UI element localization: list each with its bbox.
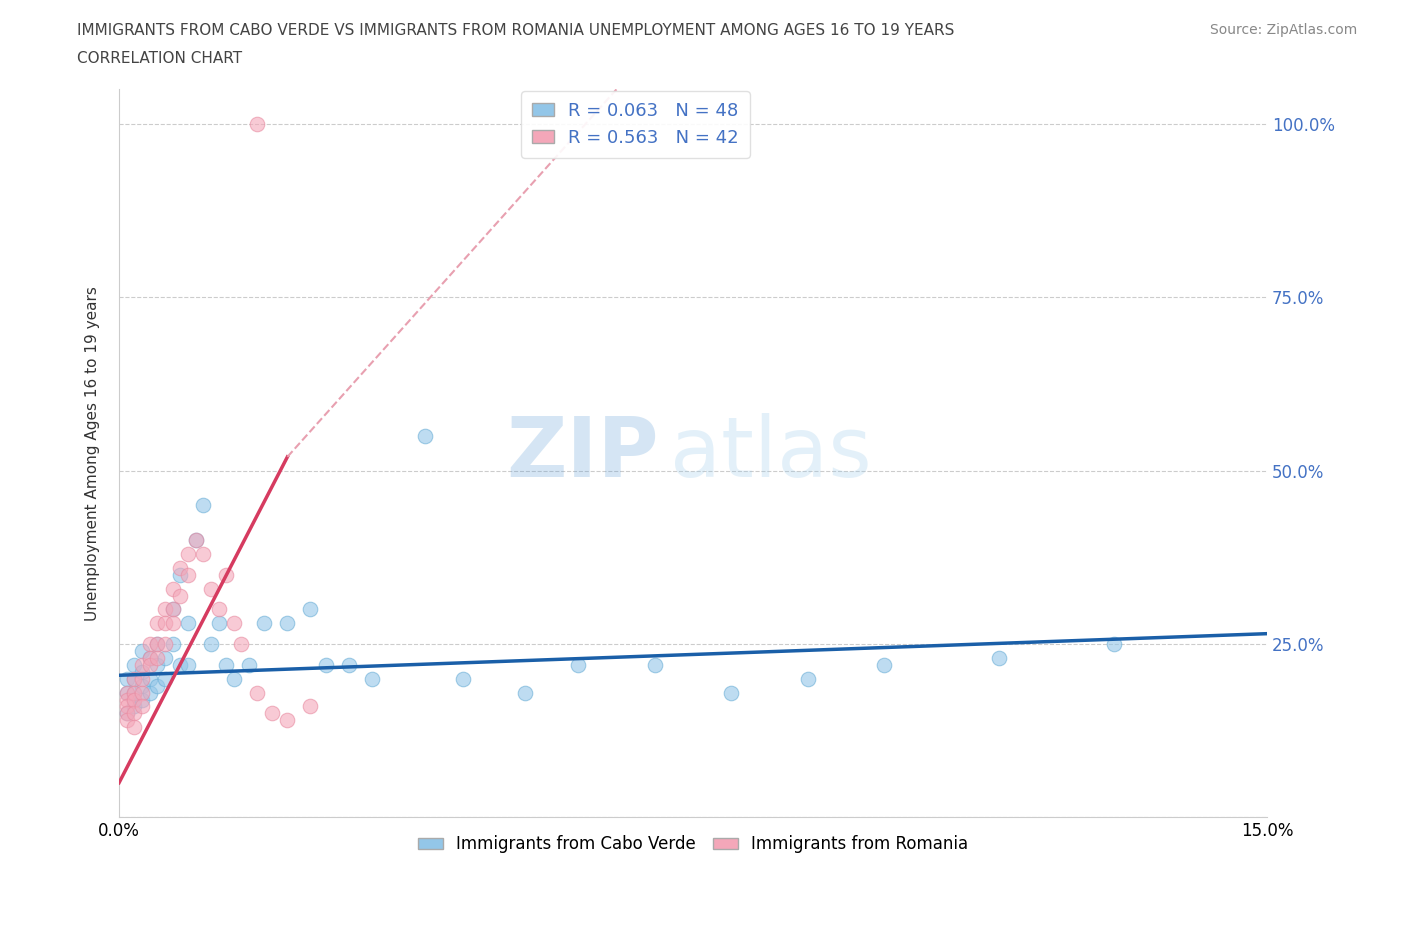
Point: [169, 658, 191, 672]
Point: [124, 671, 146, 686]
Point: [153, 671, 176, 686]
Point: [115, 685, 138, 700]
Point: [146, 616, 169, 631]
Point: [153, 637, 176, 652]
Text: ZIP: ZIP: [506, 413, 658, 494]
Point: [169, 561, 191, 576]
Point: [222, 671, 245, 686]
Point: [360, 671, 382, 686]
Point: [138, 658, 160, 672]
Point: [131, 685, 153, 700]
Point: [222, 616, 245, 631]
Point: [162, 637, 184, 652]
Point: [131, 664, 153, 679]
Point: [315, 658, 337, 672]
Point: [253, 616, 276, 631]
Point: [124, 720, 146, 735]
Point: [177, 616, 200, 631]
Point: [115, 685, 138, 700]
Point: [138, 685, 160, 700]
Point: [262, 706, 284, 721]
Point: [720, 685, 742, 700]
Point: [124, 658, 146, 672]
Point: [567, 658, 589, 672]
Point: [162, 581, 184, 596]
Point: [177, 547, 200, 562]
Point: [215, 567, 238, 582]
Point: [177, 567, 200, 582]
Point: [207, 602, 229, 617]
Point: [513, 685, 536, 700]
Point: [162, 602, 184, 617]
Point: [115, 671, 138, 686]
Point: [276, 616, 298, 631]
Point: [146, 637, 169, 652]
Point: [115, 706, 138, 721]
Point: [138, 650, 160, 665]
Point: [124, 685, 146, 700]
Point: [873, 658, 896, 672]
Point: [124, 692, 146, 707]
Text: Source: ZipAtlas.com: Source: ZipAtlas.com: [1209, 23, 1357, 37]
Point: [337, 658, 360, 672]
Point: [162, 602, 184, 617]
Point: [138, 637, 160, 652]
Point: [124, 671, 146, 686]
Text: atlas: atlas: [671, 413, 872, 494]
Point: [193, 547, 215, 562]
Point: [124, 699, 146, 714]
Y-axis label: Unemployment Among Ages 16 to 19 years: Unemployment Among Ages 16 to 19 years: [86, 286, 100, 621]
Point: [124, 706, 146, 721]
Point: [299, 699, 322, 714]
Point: [299, 602, 322, 617]
Point: [988, 650, 1011, 665]
Point: [1102, 637, 1125, 652]
Point: [153, 650, 176, 665]
Point: [200, 637, 222, 652]
Point: [246, 685, 269, 700]
Point: [644, 658, 666, 672]
Text: IMMIGRANTS FROM CABO VERDE VS IMMIGRANTS FROM ROMANIA UNEMPLOYMENT AMONG AGES 16: IMMIGRANTS FROM CABO VERDE VS IMMIGRANTS…: [77, 23, 955, 38]
Point: [797, 671, 820, 686]
Point: [276, 713, 298, 728]
Point: [131, 699, 153, 714]
Point: [413, 429, 436, 444]
Point: [184, 533, 207, 548]
Point: [131, 678, 153, 693]
Point: [453, 671, 475, 686]
Point: [231, 637, 253, 652]
Point: [238, 658, 260, 672]
Point: [200, 581, 222, 596]
Point: [146, 650, 169, 665]
Point: [146, 678, 169, 693]
Point: [146, 658, 169, 672]
Point: [138, 671, 160, 686]
Point: [162, 616, 184, 631]
Point: [169, 567, 191, 582]
Point: [246, 116, 269, 131]
Point: [153, 602, 176, 617]
Point: [115, 699, 138, 714]
Point: [131, 692, 153, 707]
Point: [153, 616, 176, 631]
Point: [207, 616, 229, 631]
Point: [193, 498, 215, 512]
Point: [131, 658, 153, 672]
Legend: Immigrants from Cabo Verde, Immigrants from Romania: Immigrants from Cabo Verde, Immigrants f…: [411, 829, 974, 860]
Text: CORRELATION CHART: CORRELATION CHART: [77, 51, 242, 66]
Point: [215, 658, 238, 672]
Point: [169, 588, 191, 603]
Point: [177, 658, 200, 672]
Point: [138, 650, 160, 665]
Point: [124, 685, 146, 700]
Point: [115, 706, 138, 721]
Point: [184, 533, 207, 548]
Point: [131, 671, 153, 686]
Point: [115, 713, 138, 728]
Point: [115, 692, 138, 707]
Point: [146, 637, 169, 652]
Point: [131, 644, 153, 658]
